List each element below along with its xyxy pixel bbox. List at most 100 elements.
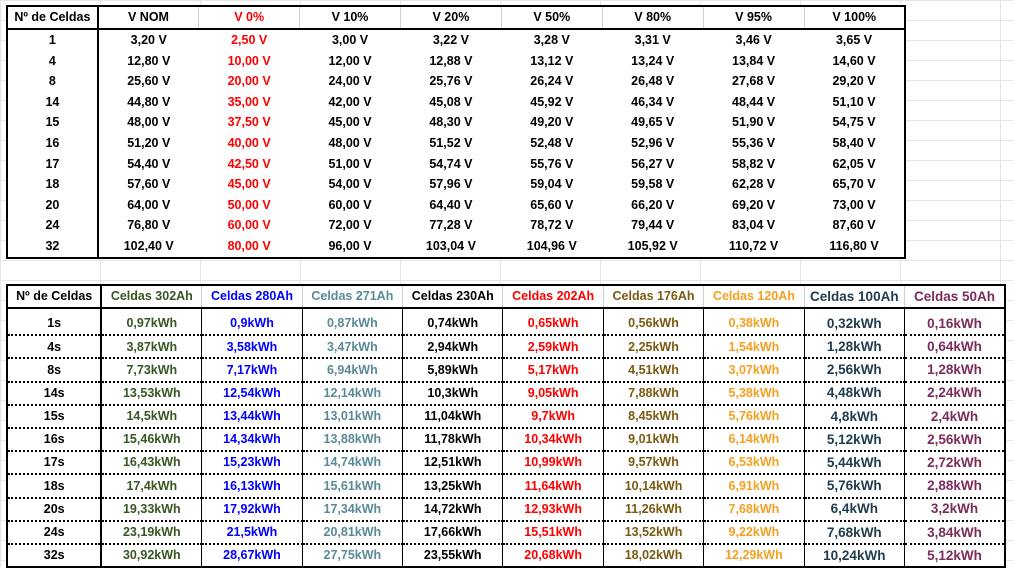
voltage-cell[interactable]: 16: [7, 132, 99, 154]
voltage-header-cell[interactable]: V 95%: [703, 6, 805, 30]
voltage-cell[interactable]: 14,60 V: [832, 53, 876, 68]
energy-cell[interactable]: 9,01kWh: [603, 427, 705, 453]
voltage-cell[interactable]: 12,88 V: [429, 53, 473, 68]
voltage-cell[interactable]: 15: [7, 112, 99, 133]
energy-cell[interactable]: 15,23kWh: [201, 451, 303, 476]
energy-cell[interactable]: 4,51kWh: [603, 358, 705, 383]
energy-cell[interactable]: 0,56kWh: [603, 313, 705, 337]
voltage-cell[interactable]: 45,92 V: [530, 94, 574, 109]
voltage-cell[interactable]: 80,00 V: [227, 238, 271, 253]
energy-cell[interactable]: 12,93kWh: [502, 497, 604, 522]
energy-cell[interactable]: 27,75kWh: [302, 543, 404, 568]
voltage-cell[interactable]: 3,65 V: [835, 33, 873, 48]
energy-cell[interactable]: 1,28kWh: [804, 335, 906, 360]
energy-cell[interactable]: 13,52kWh: [603, 520, 705, 545]
voltage-header-cell[interactable]: V 100%: [804, 6, 906, 30]
voltage-cell[interactable]: 72,00 V: [328, 218, 372, 233]
energy-cell[interactable]: 30,92kWh: [101, 543, 203, 568]
voltage-cell[interactable]: 3,28 V: [533, 33, 570, 48]
energy-header-cell[interactable]: Celdas 176Ah: [603, 285, 705, 309]
voltage-cell[interactable]: 65,70 V: [832, 177, 876, 192]
energy-cell[interactable]: 3,87kWh: [101, 335, 203, 360]
voltage-cell[interactable]: 3,46 V: [735, 33, 772, 48]
energy-cell[interactable]: 8,45kWh: [603, 404, 705, 429]
voltage-cell[interactable]: 3,20 V: [130, 33, 167, 48]
energy-cell[interactable]: 14,72kWh: [402, 497, 504, 522]
energy-cell[interactable]: 7,68kWh: [804, 520, 906, 545]
voltage-cell[interactable]: 83,04 V: [732, 218, 776, 233]
energy-cell[interactable]: 6,53kWh: [703, 451, 805, 476]
voltage-cell[interactable]: 65,60 V: [530, 197, 574, 212]
energy-header-cell[interactable]: Celdas 202Ah: [502, 285, 604, 309]
energy-cell[interactable]: 4,48kWh: [804, 381, 906, 406]
voltage-cell[interactable]: 64,00 V: [127, 197, 171, 212]
energy-cell[interactable]: 5,44kWh: [804, 451, 906, 476]
voltage-cell[interactable]: 3,00 V: [331, 33, 369, 48]
voltage-cell[interactable]: 27,68 V: [732, 74, 776, 89]
voltage-header-cell[interactable]: V 0%: [198, 6, 301, 30]
energy-cell[interactable]: 1s: [7, 313, 103, 337]
voltage-cell[interactable]: 3,31 V: [634, 33, 671, 48]
voltage-cell[interactable]: 66,20 V: [631, 197, 675, 212]
energy-cell[interactable]: 0,74kWh: [402, 313, 504, 337]
voltage-header-cell[interactable]: V 50%: [501, 6, 603, 30]
energy-cell[interactable]: 0,97kWh: [101, 313, 203, 337]
voltage-cell[interactable]: 57,96 V: [429, 177, 473, 192]
voltage-cell[interactable]: 62,28 V: [732, 177, 776, 192]
voltage-cell[interactable]: 58,82 V: [732, 156, 776, 171]
energy-cell[interactable]: 7,17kWh: [201, 358, 303, 383]
energy-cell[interactable]: 9,22kWh: [703, 520, 805, 545]
energy-cell[interactable]: 3,2kWh: [904, 497, 1006, 522]
energy-cell[interactable]: 28,67kWh: [201, 543, 303, 568]
voltage-cell[interactable]: 14: [7, 91, 99, 113]
energy-cell[interactable]: 13,01kWh: [302, 404, 404, 429]
voltage-cell[interactable]: 26,48 V: [631, 74, 675, 89]
voltage-cell[interactable]: 2,50 V: [231, 33, 268, 48]
energy-cell[interactable]: 2,88kWh: [904, 474, 1006, 499]
voltage-cell[interactable]: 59,58 V: [631, 177, 675, 192]
voltage-cell[interactable]: 17: [7, 153, 99, 175]
energy-header-cell[interactable]: Celdas 100Ah: [804, 285, 906, 309]
voltage-cell[interactable]: 51,90 V: [732, 115, 776, 130]
voltage-cell[interactable]: 49,65 V: [631, 115, 675, 130]
voltage-cell[interactable]: 87,60 V: [832, 218, 876, 233]
voltage-cell[interactable]: 55,36 V: [732, 136, 776, 151]
energy-cell[interactable]: 13,44kWh: [201, 404, 303, 429]
energy-cell[interactable]: 15,51kWh: [502, 520, 604, 545]
voltage-cell[interactable]: 13,84 V: [732, 53, 776, 68]
voltage-cell[interactable]: 60,00 V: [227, 218, 271, 233]
energy-cell[interactable]: 8s: [7, 358, 103, 383]
voltage-cell[interactable]: 104,96 V: [526, 238, 577, 253]
voltage-cell[interactable]: 48,00 V: [328, 136, 372, 151]
voltage-cell[interactable]: 13,24 V: [631, 53, 675, 68]
energy-cell[interactable]: 3,58kWh: [201, 335, 303, 360]
energy-cell[interactable]: 17s: [7, 451, 103, 476]
energy-cell[interactable]: 11,78kWh: [402, 427, 504, 453]
energy-cell[interactable]: 13,25kWh: [402, 474, 504, 499]
voltage-header-cell[interactable]: V NOM: [97, 6, 200, 30]
energy-cell[interactable]: 5,38kWh: [703, 381, 805, 406]
voltage-cell[interactable]: 24: [7, 215, 99, 236]
energy-cell[interactable]: 3,84kWh: [904, 520, 1006, 545]
voltage-cell[interactable]: 48,44 V: [732, 94, 776, 109]
energy-cell[interactable]: 23,55kWh: [402, 543, 504, 568]
voltage-cell[interactable]: 103,04 V: [425, 238, 476, 253]
energy-cell[interactable]: 0,64kWh: [904, 335, 1006, 360]
voltage-cell[interactable]: 105,92 V: [627, 238, 678, 253]
energy-cell[interactable]: 16,13kWh: [201, 474, 303, 499]
energy-cell[interactable]: 7,68kWh: [703, 497, 805, 522]
energy-cell[interactable]: 14,5kWh: [101, 404, 203, 429]
voltage-cell[interactable]: 51,00 V: [328, 156, 372, 171]
voltage-cell[interactable]: 57,60 V: [127, 177, 171, 192]
voltage-cell[interactable]: 52,96 V: [631, 136, 675, 151]
energy-cell[interactable]: 16s: [7, 427, 103, 453]
energy-cell[interactable]: 24s: [7, 520, 103, 545]
energy-header-cell[interactable]: Celdas 120Ah: [703, 285, 805, 309]
energy-cell[interactable]: 9,05kWh: [502, 381, 604, 406]
energy-cell[interactable]: 9,57kWh: [603, 451, 705, 476]
energy-cell[interactable]: 9,7kWh: [502, 404, 604, 429]
energy-cell[interactable]: 20s: [7, 497, 103, 522]
energy-cell[interactable]: 13,53kWh: [101, 381, 203, 406]
voltage-cell[interactable]: 42,50 V: [227, 156, 271, 171]
energy-cell[interactable]: 4,8kWh: [804, 404, 906, 429]
